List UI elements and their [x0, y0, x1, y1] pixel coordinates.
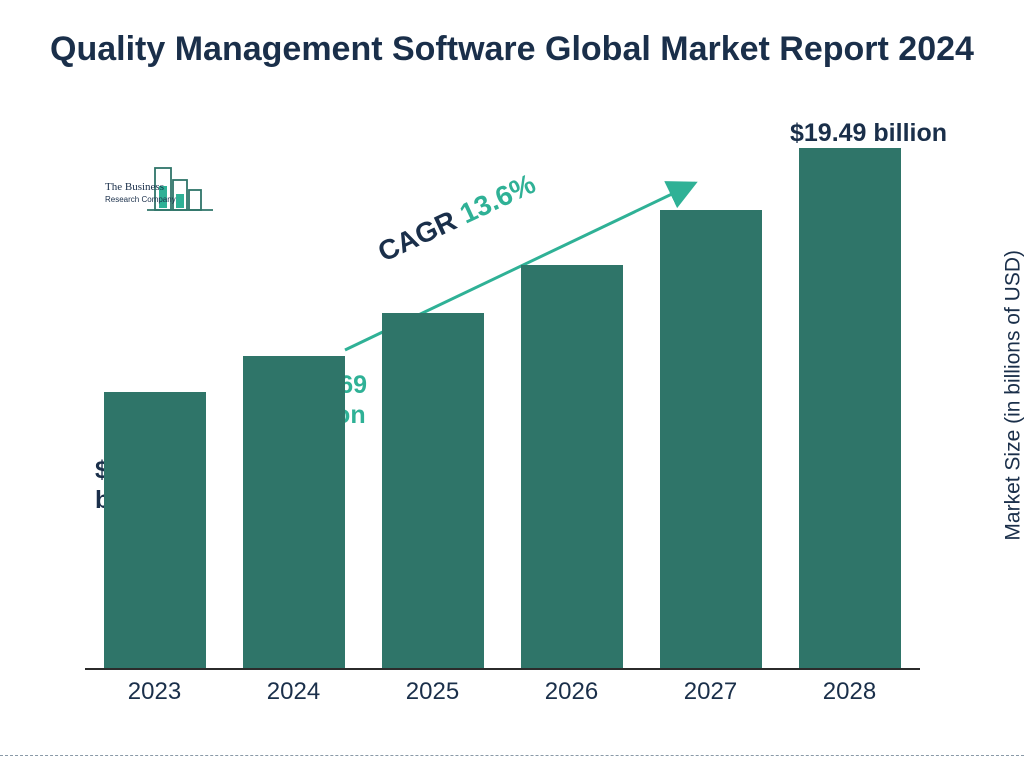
- chart-title: Quality Management Software Global Marke…: [0, 28, 1024, 71]
- bar: [243, 356, 345, 668]
- chart-container: Quality Management Software Global Marke…: [0, 0, 1024, 768]
- bar-slot: [502, 148, 641, 668]
- x-axis-line: [85, 668, 920, 670]
- x-tick-label: 2028: [780, 678, 919, 706]
- bars-group: [85, 148, 920, 668]
- value-label-2028: $19.49 billion: [790, 118, 990, 148]
- bar-slot: [363, 148, 502, 668]
- x-tick-label: 2025: [363, 678, 502, 706]
- bar: [660, 210, 762, 668]
- bar-slot: [85, 148, 224, 668]
- bar-slot: [224, 148, 363, 668]
- bar-slot: [641, 148, 780, 668]
- bar: [521, 265, 623, 668]
- bar: [799, 148, 901, 668]
- bar-slot: [780, 148, 919, 668]
- bottom-border-dash: [0, 755, 1024, 756]
- x-tick-label: 2023: [85, 678, 224, 706]
- chart-area: 202320242025202620272028: [85, 145, 920, 700]
- x-tick-label: 2026: [502, 678, 641, 706]
- x-tick-label: 2027: [641, 678, 780, 706]
- bar: [104, 392, 206, 668]
- bar: [382, 313, 484, 668]
- x-tick-label: 2024: [224, 678, 363, 706]
- y-axis-label: Market Size (in billions of USD): [1002, 250, 1024, 541]
- x-axis-labels: 202320242025202620272028: [85, 678, 920, 706]
